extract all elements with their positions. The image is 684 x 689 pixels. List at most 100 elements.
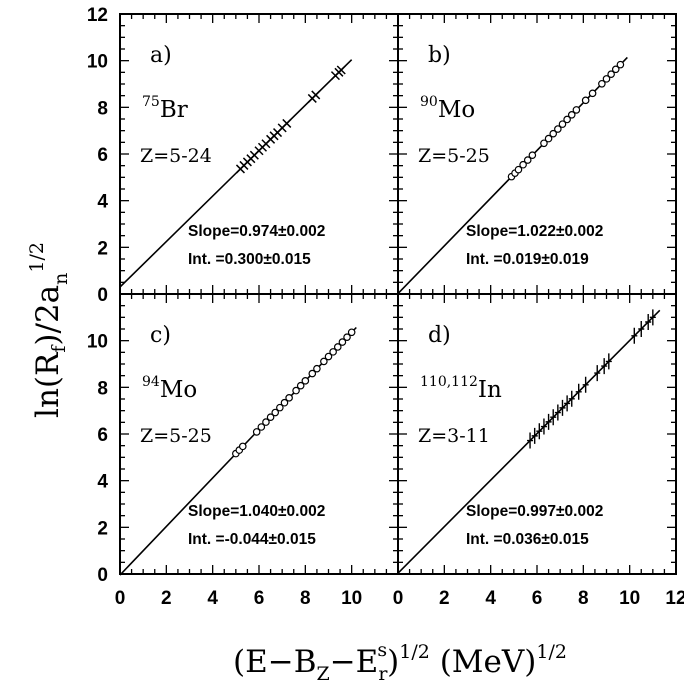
data-point [324,352,333,361]
nucleus-symbol: In [478,377,502,403]
data-point [292,386,300,395]
data-point [528,151,537,159]
data-point [558,120,567,128]
y-tick-label: 8 [97,378,108,399]
y-tick-label: 4 [97,472,108,493]
data-point [296,381,305,390]
panel-label: d) [428,323,451,348]
x-tick-label: 6 [532,588,543,609]
panels-layer: a) 75Br Z=5-24 Slope=0.974±0.002 Int. =0.300… [119,13,677,576]
y-tick-label: 12 [87,5,108,26]
nucleus-symbol: Br [160,97,188,123]
panel-label: c) [150,323,171,348]
x-tick-label: 12 [665,588,684,609]
data-point [320,357,328,366]
data-point [638,321,645,337]
data-point [285,394,293,402]
z-range-label: Z=5-25 [418,145,490,167]
data-point [645,314,652,330]
data-point [333,343,342,351]
data-point [594,365,601,382]
data-point [540,418,547,435]
data-point [545,413,552,430]
y-tick-label: 2 [97,238,108,259]
intercept-label: Int. =0.019±0.019 [466,251,589,268]
panel-d: d) 110,112In Z=3-11 Slope=0.997±0.002 Int. =… [397,293,677,575]
slope-label: Slope=1.040±0.002 [188,503,325,520]
data-point [280,398,289,407]
x-tick-label: 6 [254,588,265,609]
data-point [271,408,280,417]
x-tick-label: 10 [341,588,362,609]
data-point [563,115,571,124]
y-tick-label: 2 [97,518,108,539]
data-point [554,125,562,133]
intercept-label: Int. =-0.044±0.015 [188,531,316,548]
y-axis-title: ln(Rf)/2an1/2 [26,242,72,418]
data-point [616,60,625,69]
data-point [567,111,576,119]
data-point [301,376,310,385]
data-point [308,369,317,378]
data-point [540,139,548,148]
data-point [266,413,275,422]
data-point [514,165,523,174]
data-point [519,160,527,169]
y-tick-label: 4 [97,192,108,213]
nucleus-mass: 110,112 [420,374,478,390]
intercept-label: Int. =0.036±0.015 [466,531,589,548]
slope-label: Slope=1.022±0.002 [466,223,603,240]
panel-label: a) [150,43,172,68]
data-point [588,89,597,98]
x-tick-label: 4 [207,588,218,609]
x-tick-label: 0 [393,588,404,609]
data-point [611,65,620,74]
data-point [527,432,534,449]
data-point [598,79,606,88]
data-point [276,403,284,412]
x-tick-label: 8 [300,588,311,609]
data-point [257,423,266,431]
y-tick-label: 10 [87,332,108,353]
data-point [550,409,557,426]
x-tick-label: 0 [115,588,126,609]
slope-label: Slope=0.997±0.002 [466,503,603,520]
svg-text:ln(Rf)/2an1/2: ln(Rf)/2an1/2 [26,242,72,418]
slope-label: Slope=0.974±0.002 [188,223,325,240]
data-point [568,390,575,407]
data-point [252,428,261,436]
data-point [282,118,292,128]
svg-text:(E−BZ−Ers)1/2 (MeV)1/2: (E−BZ−Ers)1/2 (MeV)1/2 [233,639,567,685]
data-point [559,399,566,416]
data-point [329,348,337,356]
data-point [238,442,247,451]
intercept-label: Int. =0.300±0.015 [188,251,311,268]
x-tick-label: 2 [439,588,450,609]
data-point [313,364,321,373]
data-point [336,65,346,75]
data-point [602,75,611,83]
data-point [605,353,612,370]
nucleus-symbol: Mo [160,377,197,403]
data-point [262,418,270,426]
panel-b: b) 90Mo Z=5-25 Slope=1.022±0.002 Int. =0.019… [397,13,677,295]
data-point [347,328,356,337]
data-point [564,395,571,412]
z-range-label: Z=5-24 [140,145,212,167]
y-tick-label: 0 [97,565,108,586]
data-point [531,427,538,444]
nucleus-symbol: Mo [438,97,475,123]
data-point [549,129,558,138]
nucleus-mass: 75 [142,94,160,110]
data-point [523,156,532,164]
z-range-label: Z=5-25 [140,425,212,447]
data-point [343,333,351,341]
x-tick-label: 2 [161,588,172,609]
data-point [575,383,582,400]
y-tick-label: 10 [87,52,108,73]
x-tick-label: 4 [485,588,496,609]
data-point [601,358,608,375]
nucleus-mass: 94 [142,374,160,390]
panel-a: a) 75Br Z=5-24 Slope=0.974±0.002 Int. =0.300… [119,13,399,295]
